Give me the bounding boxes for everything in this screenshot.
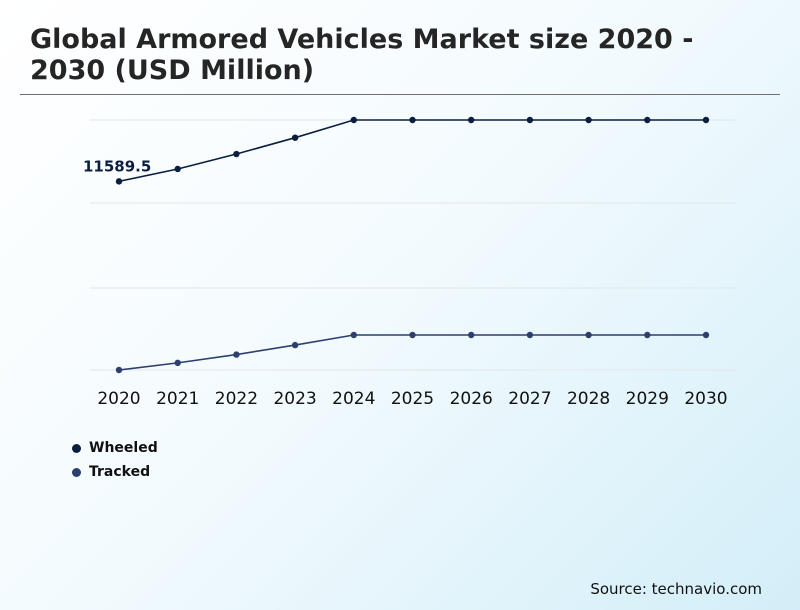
data-point-tracked-2029 <box>644 331 651 339</box>
data-point-wheeled-2022 <box>233 150 240 158</box>
source-note: Source: technavio.com <box>590 580 762 598</box>
legend-marker-tracked <box>72 467 81 477</box>
x-tick-label-2020: 2020 <box>97 389 140 409</box>
data-point-wheeled-2030 <box>702 116 710 124</box>
series-line-tracked <box>118 334 706 371</box>
data-point-tracked-2025 <box>409 331 416 339</box>
data-point-wheeled-2023 <box>291 134 299 141</box>
data-point-tracked-2022 <box>233 351 240 358</box>
data-point-tracked-2021 <box>174 359 181 367</box>
legend-item-wheeled[interactable]: Wheeled <box>72 436 158 460</box>
x-tick-label-2022: 2022 <box>215 389 258 409</box>
x-tick-label-2026: 2026 <box>450 389 493 409</box>
x-tick-label-2030: 2030 <box>684 389 727 409</box>
data-point-wheeled-2024 <box>350 116 357 124</box>
title-divider <box>20 94 780 95</box>
data-point-wheeled-2020 <box>115 178 123 185</box>
legend-label-wheeled: Wheeled <box>89 440 158 456</box>
legend-item-tracked[interactable]: Tracked <box>72 460 158 484</box>
data-point-wheeled-2029 <box>644 116 651 124</box>
data-label-wheeled-2020: 11589.5 <box>83 157 151 175</box>
data-point-wheeled-2028 <box>585 116 592 124</box>
legend: Wheeled Tracked <box>72 436 158 484</box>
data-point-wheeled-2021 <box>174 165 181 173</box>
x-tick-label-2025: 2025 <box>391 389 434 409</box>
data-point-tracked-2026 <box>468 331 475 339</box>
x-tick-label-2029: 2029 <box>626 389 669 409</box>
legend-marker-wheeled <box>72 443 81 453</box>
data-point-tracked-2020 <box>115 366 123 374</box>
data-point-wheeled-2025 <box>409 116 416 124</box>
legend-label-tracked: Tracked <box>89 464 151 480</box>
data-point-wheeled-2026 <box>468 116 475 124</box>
data-point-wheeled-2027 <box>526 116 534 124</box>
data-point-tracked-2028 <box>585 331 592 339</box>
data-point-tracked-2023 <box>291 341 299 349</box>
x-tick-label-2027: 2027 <box>508 389 551 409</box>
x-tick-label-2028: 2028 <box>567 389 610 409</box>
series-line-wheeled <box>118 119 706 183</box>
data-point-tracked-2030 <box>702 331 710 339</box>
data-point-tracked-2024 <box>350 331 357 339</box>
x-tick-label-2023: 2023 <box>273 389 316 409</box>
data-point-tracked-2027 <box>526 331 534 339</box>
chart-title: Global Armored Vehicles Market size 2020… <box>30 24 694 86</box>
x-tick-label-2021: 2021 <box>156 389 199 409</box>
x-tick-label-2024: 2024 <box>332 389 375 409</box>
